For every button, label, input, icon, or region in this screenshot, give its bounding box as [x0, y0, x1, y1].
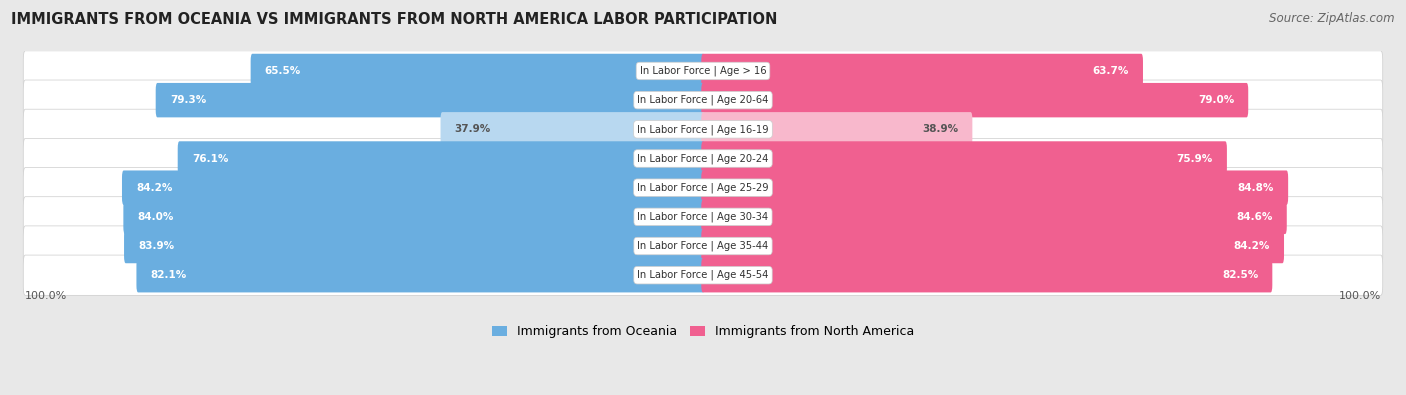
Text: In Labor Force | Age > 16: In Labor Force | Age > 16: [640, 66, 766, 76]
FancyBboxPatch shape: [702, 229, 1284, 263]
FancyBboxPatch shape: [124, 199, 704, 234]
Text: 83.9%: 83.9%: [138, 241, 174, 251]
FancyBboxPatch shape: [702, 112, 973, 147]
Text: 82.1%: 82.1%: [150, 270, 187, 280]
Text: 79.3%: 79.3%: [170, 95, 207, 105]
FancyBboxPatch shape: [24, 138, 1382, 179]
FancyBboxPatch shape: [250, 54, 704, 88]
Text: 84.2%: 84.2%: [136, 182, 173, 193]
Text: 63.7%: 63.7%: [1092, 66, 1129, 76]
Text: 38.9%: 38.9%: [922, 124, 959, 134]
Text: In Labor Force | Age 25-29: In Labor Force | Age 25-29: [637, 182, 769, 193]
FancyBboxPatch shape: [702, 199, 1286, 234]
FancyBboxPatch shape: [177, 141, 704, 176]
Text: 79.0%: 79.0%: [1198, 95, 1234, 105]
Text: 100.0%: 100.0%: [25, 291, 67, 301]
Text: 75.9%: 75.9%: [1177, 154, 1213, 164]
FancyBboxPatch shape: [702, 171, 1288, 205]
Text: 37.9%: 37.9%: [454, 124, 491, 134]
FancyBboxPatch shape: [702, 83, 1249, 117]
Text: In Labor Force | Age 20-64: In Labor Force | Age 20-64: [637, 95, 769, 105]
Text: 65.5%: 65.5%: [264, 66, 301, 76]
Text: In Labor Force | Age 16-19: In Labor Force | Age 16-19: [637, 124, 769, 135]
Text: 84.2%: 84.2%: [1233, 241, 1270, 251]
Text: 82.5%: 82.5%: [1222, 270, 1258, 280]
FancyBboxPatch shape: [702, 258, 1272, 292]
FancyBboxPatch shape: [156, 83, 704, 117]
FancyBboxPatch shape: [24, 226, 1382, 266]
FancyBboxPatch shape: [24, 255, 1382, 295]
FancyBboxPatch shape: [440, 112, 704, 147]
Legend: Immigrants from Oceania, Immigrants from North America: Immigrants from Oceania, Immigrants from…: [486, 320, 920, 343]
Text: In Labor Force | Age 30-34: In Labor Force | Age 30-34: [637, 212, 769, 222]
FancyBboxPatch shape: [24, 197, 1382, 237]
Text: IMMIGRANTS FROM OCEANIA VS IMMIGRANTS FROM NORTH AMERICA LABOR PARTICIPATION: IMMIGRANTS FROM OCEANIA VS IMMIGRANTS FR…: [11, 12, 778, 27]
FancyBboxPatch shape: [702, 54, 1143, 88]
FancyBboxPatch shape: [24, 167, 1382, 208]
Text: In Labor Force | Age 20-24: In Labor Force | Age 20-24: [637, 153, 769, 164]
Text: 84.0%: 84.0%: [138, 212, 174, 222]
Text: In Labor Force | Age 35-44: In Labor Force | Age 35-44: [637, 241, 769, 251]
FancyBboxPatch shape: [24, 80, 1382, 120]
Text: 76.1%: 76.1%: [191, 154, 228, 164]
Text: In Labor Force | Age 45-54: In Labor Force | Age 45-54: [637, 270, 769, 280]
FancyBboxPatch shape: [122, 171, 704, 205]
Text: Source: ZipAtlas.com: Source: ZipAtlas.com: [1270, 12, 1395, 25]
Text: 100.0%: 100.0%: [1339, 291, 1381, 301]
FancyBboxPatch shape: [24, 51, 1382, 91]
FancyBboxPatch shape: [702, 141, 1227, 176]
FancyBboxPatch shape: [136, 258, 704, 292]
Text: 84.6%: 84.6%: [1236, 212, 1272, 222]
FancyBboxPatch shape: [24, 109, 1382, 149]
Text: 84.8%: 84.8%: [1237, 182, 1274, 193]
FancyBboxPatch shape: [124, 229, 704, 263]
